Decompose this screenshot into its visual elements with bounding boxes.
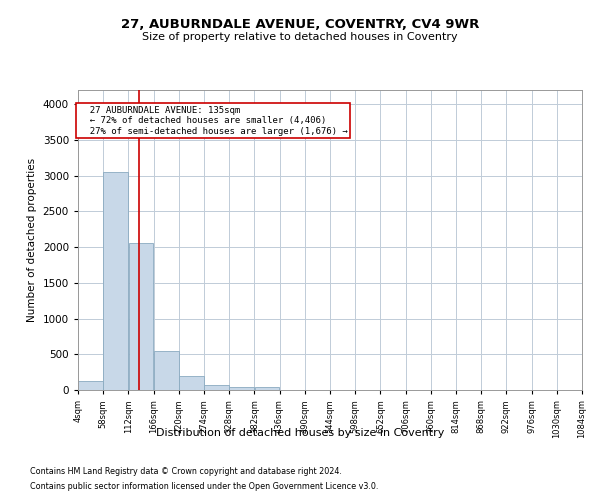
Bar <box>229 387 254 390</box>
Text: Distribution of detached houses by size in Coventry: Distribution of detached houses by size … <box>156 428 444 438</box>
Bar <box>154 350 179 390</box>
Text: 27 AUBURNDALE AVENUE: 135sqm
  ← 72% of detached houses are smaller (4,406)
  27: 27 AUBURNDALE AVENUE: 135sqm ← 72% of de… <box>79 106 347 136</box>
Bar <box>128 243 154 390</box>
Text: 27, AUBURNDALE AVENUE, COVENTRY, CV4 9WR: 27, AUBURNDALE AVENUE, COVENTRY, CV4 9WR <box>121 18 479 30</box>
Bar <box>204 385 229 390</box>
Y-axis label: Number of detached properties: Number of detached properties <box>27 158 37 322</box>
Bar <box>179 376 204 390</box>
Bar <box>254 387 280 390</box>
Text: Size of property relative to detached houses in Coventry: Size of property relative to detached ho… <box>142 32 458 42</box>
Text: Contains public sector information licensed under the Open Government Licence v3: Contains public sector information licen… <box>30 482 379 491</box>
Text: Contains HM Land Registry data © Crown copyright and database right 2024.: Contains HM Land Registry data © Crown c… <box>30 467 342 476</box>
Bar <box>78 380 103 390</box>
Bar <box>103 172 128 390</box>
